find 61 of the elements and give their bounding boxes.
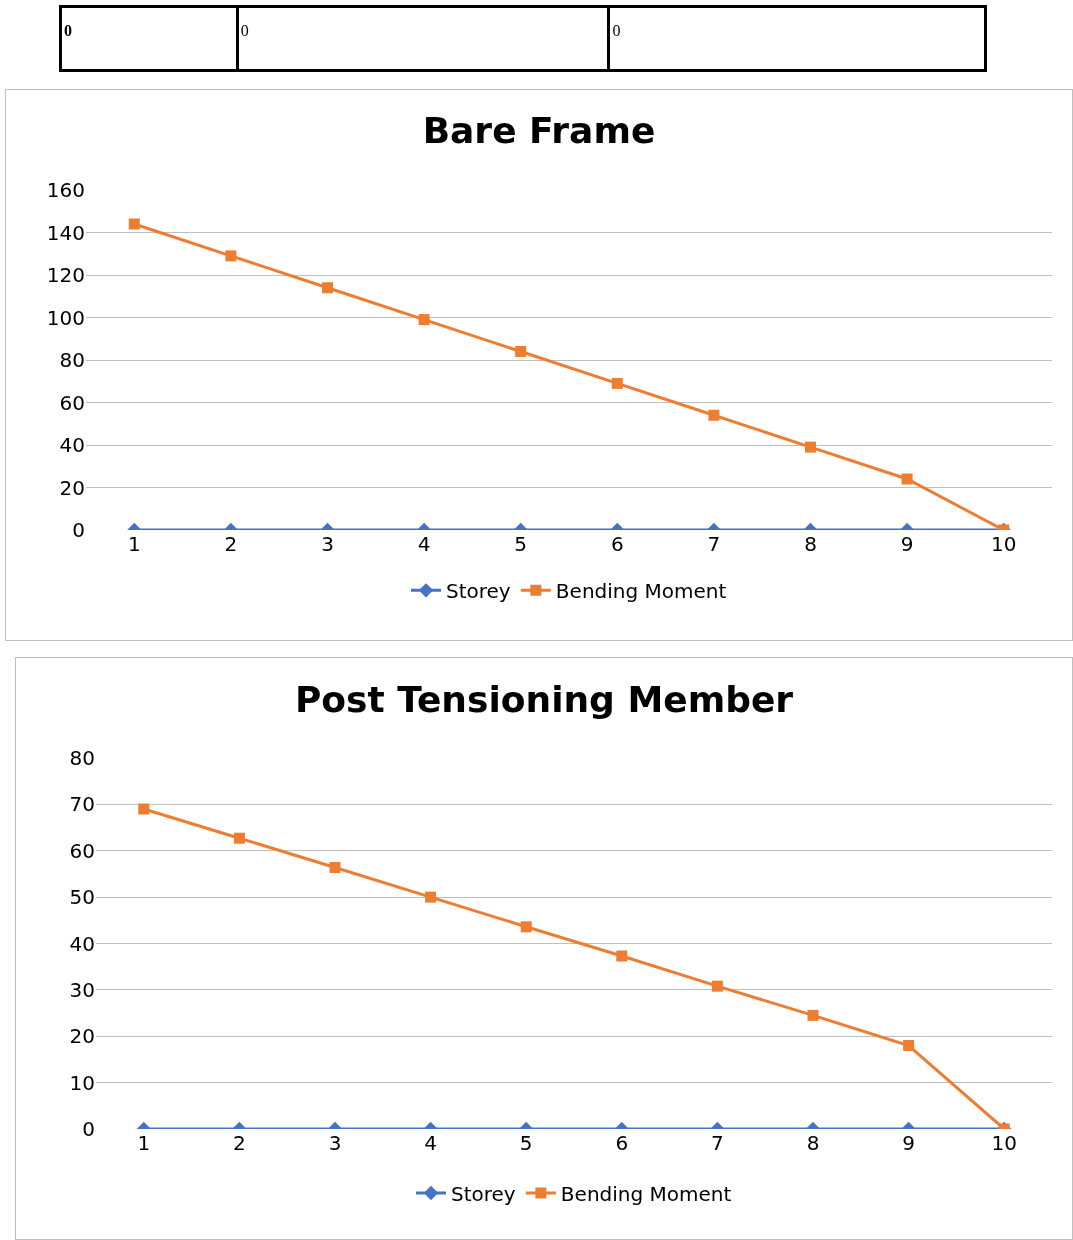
x-tick-label: 6: [615, 1131, 629, 1155]
y-tick-label: 30: [69, 977, 95, 1002]
chart-title: Bare Frame: [422, 109, 656, 151]
text: 0: [608, 6, 986, 71]
text: 0: [237, 6, 609, 71]
x-tick-label: 8: [804, 532, 817, 556]
y-tick-label: 40: [59, 433, 85, 457]
x-tick-label: 4: [424, 1131, 437, 1155]
point: [233, 832, 245, 844]
x-tick-label: 5: [519, 1131, 533, 1155]
y-tick-label: 160: [46, 178, 85, 202]
y-tick-label: 10: [69, 1070, 95, 1095]
legend-label: Bending Moment: [555, 579, 727, 604]
y-tick-label: 80: [69, 746, 95, 770]
point: [425, 891, 437, 903]
x-tick-label: 3: [321, 532, 334, 556]
point: [225, 250, 237, 262]
point: [138, 803, 150, 815]
y-tick-label: 20: [59, 475, 85, 500]
x-tick-label: 6: [610, 532, 624, 556]
x-tick-label: 4: [417, 532, 431, 556]
legend-label: Bending Moment: [560, 1181, 732, 1206]
legend-label: Storey: [446, 579, 511, 604]
x-tick-label: 1: [127, 532, 141, 556]
y-tick-label: 60: [59, 390, 85, 415]
y-tick-label: 40: [69, 931, 95, 956]
x-tick-label: 8: [806, 1131, 820, 1155]
point: [708, 409, 720, 421]
point: [515, 346, 527, 357]
y-tick-label: 0: [82, 1117, 95, 1141]
x-tick-label: 7: [711, 1131, 724, 1155]
x-tick-label: 2: [224, 532, 238, 556]
point: [329, 861, 341, 873]
chart-title: Post Tensioning Member: [294, 679, 794, 721]
y-tick-label: 70: [69, 792, 95, 817]
x-tick-label: 5: [514, 532, 528, 556]
y-tick-label: 80: [59, 348, 85, 372]
y-tick-label: 20: [69, 1024, 95, 1049]
x-tick-label: 1: [137, 1131, 151, 1155]
x-tick-label: 3: [328, 1131, 342, 1155]
point: [611, 377, 623, 389]
point: [616, 950, 628, 962]
legend-label: Storey: [451, 1181, 516, 1206]
y-tick-label: 0: [72, 518, 85, 542]
x-tick-label: 10: [991, 1131, 1017, 1155]
x-tick-label: 9: [902, 1131, 915, 1155]
x-tick-label: 10: [990, 532, 1017, 556]
y-tick-label: 140: [46, 220, 85, 245]
point: [128, 218, 140, 230]
point: [520, 921, 532, 933]
y-tick-label: 50: [69, 885, 95, 910]
x-tick-label: 2: [233, 1131, 246, 1155]
y-tick-label: 120: [46, 263, 85, 287]
x-tick-label: 7: [707, 532, 721, 556]
y-tick-label: 60: [69, 838, 95, 863]
point: [418, 314, 430, 326]
x-tick-label: 9: [900, 532, 914, 556]
y-tick-label: 100: [46, 305, 85, 330]
point: [807, 1009, 819, 1021]
point: [322, 282, 333, 294]
point: [711, 980, 723, 992]
